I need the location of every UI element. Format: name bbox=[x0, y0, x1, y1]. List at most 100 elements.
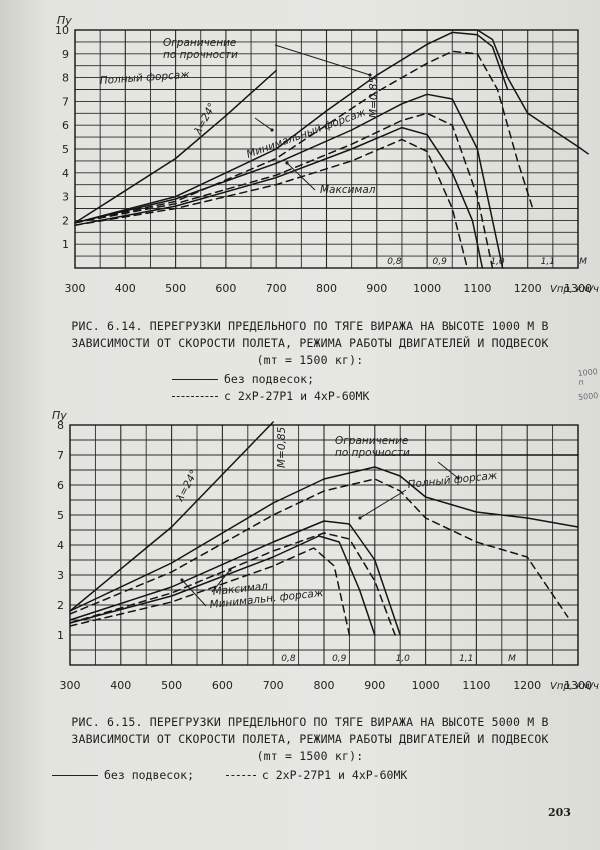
annotation-leader bbox=[181, 579, 207, 607]
x-tick-label: 700 bbox=[266, 282, 287, 295]
x-tick-label: 900 bbox=[364, 679, 385, 692]
mach-label: 1,1 bbox=[541, 257, 555, 267]
chart-annotation: по прочности bbox=[163, 49, 238, 61]
y-tick-label: 2 bbox=[57, 599, 64, 612]
annotation-leader bbox=[211, 569, 231, 593]
y-tick-label: 10 bbox=[55, 24, 69, 37]
y-tick-label: 3 bbox=[62, 191, 69, 204]
y-tick-label: 8 bbox=[57, 419, 64, 432]
legend-dashed-label: с 2хР-27Р1 и 4хР-60МК bbox=[224, 389, 370, 403]
legend-solid-label: без подвесок; bbox=[104, 768, 195, 782]
x-tick-label: 800 bbox=[314, 679, 335, 692]
series-line-dashed bbox=[69, 547, 351, 636]
y-tick-label: 6 bbox=[57, 479, 64, 492]
series-line-solid bbox=[69, 421, 274, 612]
mach-label: М bbox=[579, 257, 587, 267]
chart-annotation: Полный форсаж bbox=[99, 69, 190, 87]
y-tick-label: 8 bbox=[62, 72, 69, 85]
mach-label: 0,9 bbox=[332, 654, 347, 664]
chart-annotation: Максимал bbox=[320, 184, 376, 196]
page-number: 203 bbox=[548, 806, 571, 819]
mach-label: 0,8 bbox=[281, 654, 296, 664]
x-tick-label: 1200 bbox=[514, 282, 542, 295]
mach-label: 1,0 bbox=[490, 257, 505, 267]
x-tick-label: 1000 bbox=[413, 282, 441, 295]
chart-annotation: М=0,85 bbox=[368, 76, 380, 118]
y-axis-label: Пу bbox=[52, 409, 67, 422]
y-tick-label: 1 bbox=[57, 629, 64, 642]
x-tick-label: 600 bbox=[215, 282, 236, 295]
x-tick-label: 400 bbox=[115, 282, 136, 295]
dashed-line-swatch bbox=[172, 396, 218, 397]
mach-label: М bbox=[508, 654, 516, 664]
y-tick-label: 5 bbox=[62, 143, 69, 156]
x-tick-label: 700 bbox=[263, 679, 284, 692]
mach-label: 1,1 bbox=[459, 654, 473, 664]
y-tick-label: 9 bbox=[62, 48, 69, 61]
figure-6-14-legend-dashed: с 2хР-27Р1 и 4хР-60МК bbox=[172, 389, 369, 403]
series-line-solid bbox=[74, 93, 504, 269]
chart-annotation: λ=24° bbox=[192, 101, 219, 137]
x-tick-label: 600 bbox=[212, 679, 233, 692]
plot-frame bbox=[74, 29, 579, 269]
y-tick-label: 3 bbox=[57, 569, 64, 582]
series-line-dashed bbox=[74, 112, 494, 269]
figure-6-15-legend: без подвесок; с 2хР-27Р1 и 4хР-60МК bbox=[52, 768, 407, 782]
chart-annotation: Полный форсаж bbox=[407, 470, 498, 491]
x-axis-label: Vпр, км/ч bbox=[550, 681, 599, 692]
x-tick-label: 500 bbox=[161, 679, 182, 692]
caption-line: ЗАВИСИМОСТИ ОТ СКОРОСТИ ПОЛЕТА, РЕЖИМА Р… bbox=[71, 732, 549, 746]
figure-6-14-legend-solid: без подвесок; bbox=[172, 372, 314, 386]
chart-annotation: Максимал bbox=[212, 580, 269, 598]
caption-line: (mт = 1500 кг): bbox=[256, 353, 364, 367]
x-tick-label: 1200 bbox=[513, 679, 541, 692]
margin-note: 1000 п bbox=[577, 367, 599, 388]
annotation-arrowhead bbox=[368, 73, 372, 77]
series-line-solid bbox=[69, 466, 579, 612]
y-tick-label: 4 bbox=[62, 167, 69, 180]
caption-line: (mт = 1500 кг): bbox=[256, 749, 364, 763]
x-tick-label: 800 bbox=[316, 282, 337, 295]
annotation-arrowhead bbox=[456, 476, 460, 480]
annotation-leader bbox=[286, 162, 316, 191]
series-line-dashed bbox=[74, 138, 469, 269]
y-axis-label: Пу bbox=[57, 14, 72, 27]
y-tick-label: 5 bbox=[57, 509, 64, 522]
y-tick-label: 4 bbox=[57, 539, 64, 552]
y-tick-label: 7 bbox=[57, 449, 64, 462]
mach-label: 0,8 bbox=[387, 257, 402, 267]
series-line-solid bbox=[74, 31, 509, 224]
chart-annotation: по прочности bbox=[335, 447, 410, 459]
mach-label: 0,9 bbox=[433, 257, 448, 267]
dashed-line-swatch bbox=[225, 775, 256, 776]
annotation-leader bbox=[254, 117, 273, 131]
annotation-arrowhead bbox=[285, 161, 289, 165]
series-line-solid bbox=[401, 29, 589, 155]
x-tick-label: 1000 bbox=[412, 679, 440, 692]
mach-label: 1,0 bbox=[396, 654, 411, 664]
annotation-arrowhead bbox=[228, 568, 232, 572]
y-tick-label: 2 bbox=[62, 214, 69, 227]
chart-annotation: Ограничение bbox=[335, 435, 408, 447]
y-tick-label: 1 bbox=[62, 238, 69, 251]
annotation-leader bbox=[437, 461, 459, 479]
x-tick-label: 300 bbox=[60, 679, 81, 692]
chart-annotation: Минимальный форсаж bbox=[245, 106, 368, 161]
plot-frame bbox=[69, 424, 579, 666]
figure-6-14-caption: РИС. 6.14. ПЕРЕГРУЗКИ ПРЕДЕЛЬНОГО ПО ТЯГ… bbox=[30, 318, 590, 369]
x-tick-label: 900 bbox=[366, 282, 387, 295]
series-line-dashed bbox=[74, 50, 534, 224]
series-line-solid bbox=[74, 126, 484, 269]
series-line-solid bbox=[69, 520, 401, 636]
x-tick-label: 400 bbox=[110, 679, 131, 692]
x-tick-label: 1300 bbox=[564, 679, 592, 692]
annotation-arrowhead bbox=[358, 516, 362, 520]
series-line-dashed bbox=[69, 478, 569, 618]
x-tick-label: 500 bbox=[165, 282, 186, 295]
chart-annotation: Ограничение bbox=[163, 37, 236, 49]
y-tick-label: 6 bbox=[62, 119, 69, 132]
chart-annotation: λ=24° bbox=[174, 468, 201, 504]
figure-6-15-chart: 300 400 500 600 700 800 900 1000 1100 1200 1300Vпр… bbox=[52, 409, 599, 692]
caption-line: РИС. 6.15. ПЕРЕГРУЗКИ ПРЕДЕЛЬНОГО ПО ТЯГ… bbox=[71, 715, 549, 729]
